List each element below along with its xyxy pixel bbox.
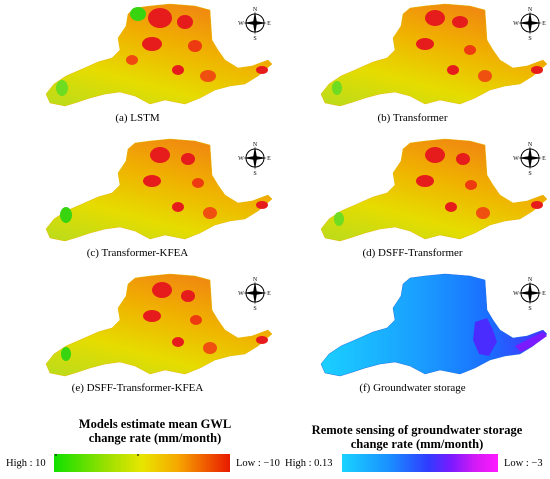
compass-rose: N S E W (513, 6, 547, 42)
compass-north-label: N (528, 277, 533, 283)
panel-transformer-kfea: N S E W (c) Transformer-KFEA (0, 135, 275, 270)
compass-north-label: N (253, 142, 258, 148)
gwl-map-transformer (320, 3, 548, 107)
compass-south-label: S (528, 306, 531, 310)
compass-south-label: S (528, 171, 531, 175)
compass-south-label: S (253, 171, 256, 175)
compass-east-label: E (267, 291, 271, 297)
compass-north-label: N (253, 277, 258, 283)
legend-gwl-color-bar (54, 454, 230, 472)
compass-south-label: S (253, 36, 256, 40)
panel-caption: (d) DSFF-Transformer (362, 247, 463, 259)
compass-east-label: E (542, 291, 546, 297)
compass-west-label: W (513, 291, 519, 297)
gwl-map-dsff-transformer-kfea (45, 273, 273, 377)
legend-storage-low-label: Low : −3 (504, 458, 543, 469)
compass-west-label: W (238, 21, 244, 27)
legend-storage-color-bar (342, 454, 498, 472)
compass-south-label: S (528, 36, 531, 40)
legend-storage-title-line1: Remote sensing of groundwater storage (311, 423, 523, 437)
compass-rose: N S E W (238, 141, 272, 177)
compass-west-label: W (513, 21, 519, 27)
compass-west-label: W (238, 156, 244, 162)
gwl-map-lstm (45, 3, 273, 107)
compass-rose: N S E W (238, 6, 272, 42)
legend-gwl-title-line2: change rate (mm/month) (88, 431, 222, 445)
panel-lstm: N S E W (a) LSTM (0, 0, 275, 135)
panel-caption: (f) Groundwater storage (359, 382, 466, 394)
legend-storage-title: Remote sensing of groundwater storage ch… (286, 423, 548, 451)
legend-gwl-high-label: High : 10 (6, 458, 46, 469)
compass-rose: N S E W (238, 276, 272, 312)
legend-gwl-title-line1: Models estimate mean GWL (78, 417, 232, 431)
legend-gwl-low-label: Low : −10 (236, 458, 280, 469)
storage-map (320, 273, 548, 377)
panel-caption: (a) LSTM (115, 112, 160, 124)
gwl-map-dsff-transformer (320, 138, 548, 242)
panel-caption: (b) Transformer (377, 112, 448, 124)
panel-caption: (c) Transformer-KFEA (86, 247, 189, 259)
panel-groundwater-storage: N S E W (f) Groundwater storage (275, 270, 550, 405)
panel-dsff-transformer-kfea: N S E W (e) DSFF-Transformer-KFEA (0, 270, 275, 405)
compass-rose: N S E W (513, 141, 547, 177)
compass-north-label: N (253, 7, 258, 13)
legend-storage-high-label: High : 0.13 (285, 458, 333, 469)
compass-north-label: N (528, 7, 533, 13)
gwl-map-transformer-kfea (45, 138, 273, 242)
panel-transformer: N S E W (b) Transformer (275, 0, 550, 135)
legend-storage-title-line2: change rate (mm/month) (350, 437, 484, 451)
compass-north-label: N (528, 142, 533, 148)
compass-south-label: S (253, 306, 256, 310)
compass-east-label: E (542, 156, 546, 162)
compass-east-label: E (267, 21, 271, 27)
compass-west-label: W (513, 156, 519, 162)
compass-east-label: E (542, 21, 546, 27)
compass-east-label: E (267, 156, 271, 162)
compass-rose: N S E W (513, 276, 547, 312)
compass-west-label: W (238, 291, 244, 297)
panel-caption: (e) DSFF-Transformer-KFEA (71, 382, 204, 394)
panel-dsff-transformer: N S E W (d) DSFF-Transformer (275, 135, 550, 270)
legend-gwl-title: Models estimate mean GWL change rate (mm… (40, 417, 270, 445)
